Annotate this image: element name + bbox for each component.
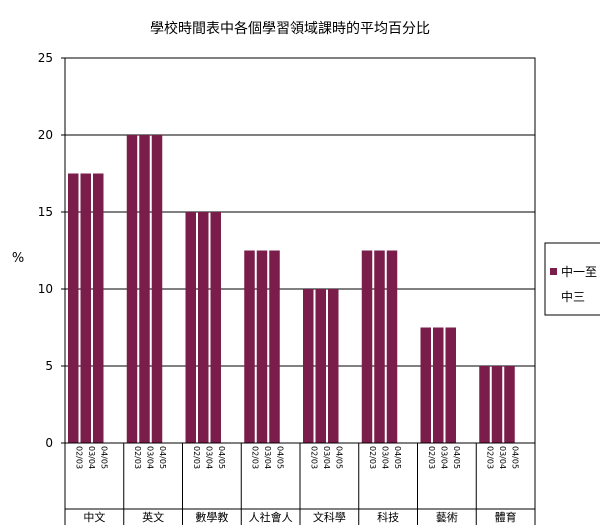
plot-area-border xyxy=(64,57,536,444)
x-tick-label-year: 03/04 xyxy=(204,446,213,469)
x-tick-label-year: 04/05 xyxy=(511,446,520,469)
bar xyxy=(303,289,314,443)
x-tick-label-year: 03/04 xyxy=(439,446,448,469)
x-category-label: 文科學 xyxy=(313,510,346,524)
x-tick-label-year: 03/04 xyxy=(322,446,331,469)
x-category-label: 中文 xyxy=(83,510,105,524)
bar xyxy=(445,327,456,443)
bar xyxy=(256,250,268,443)
bar xyxy=(504,366,515,443)
x-tick-label-year: 03/04 xyxy=(87,446,96,469)
x-category-label: 藝術 xyxy=(436,511,458,524)
x-tick-label-year: 03/04 xyxy=(146,446,155,469)
legend-entry-line2: 中三 xyxy=(561,289,585,304)
x-category-label: 英文 xyxy=(142,510,164,524)
x-tick-label-year: 04/05 xyxy=(452,446,461,469)
x-tick-label-year: 04/05 xyxy=(393,446,402,469)
x-tick-label-year: 04/05 xyxy=(99,446,108,469)
x-tick-label-year: 04/05 xyxy=(158,446,167,469)
x-tick-label-year: 02/03 xyxy=(368,446,377,469)
bar xyxy=(315,289,326,443)
x-category-label: 人社會人 xyxy=(249,510,293,524)
x-tick-label-year: 04/05 xyxy=(334,446,343,469)
bar xyxy=(420,327,431,443)
x-tick-label-year: 03/04 xyxy=(498,446,507,469)
bar xyxy=(198,212,209,443)
y-tick-label: 20 xyxy=(38,128,53,142)
y-axis-ticks: 0 5 10 15 20 25 xyxy=(38,51,65,450)
legend-swatch xyxy=(550,268,557,275)
x-category-label: 體育 xyxy=(495,510,517,524)
x-category-label: 科技 xyxy=(377,510,399,524)
y-tick-label: 15 xyxy=(38,205,53,219)
y-tick-label: 0 xyxy=(45,436,53,450)
legend: 中一至 中三 xyxy=(544,242,600,316)
y-axis-label: % xyxy=(12,251,24,266)
bar xyxy=(185,212,196,443)
bar xyxy=(210,212,221,443)
bar xyxy=(491,366,503,443)
y-tick-label: 25 xyxy=(38,51,53,65)
bar xyxy=(68,173,79,443)
chart-title: 學校時間表中各個學習領域課時的平均百分比 xyxy=(150,20,430,37)
bars xyxy=(68,135,515,443)
x-tick-label-year: 02/03 xyxy=(309,446,318,469)
bar xyxy=(93,173,104,443)
bar xyxy=(139,135,150,443)
bar xyxy=(126,135,138,443)
x-tick-label-year: 03/04 xyxy=(263,446,272,469)
x-tick-label-year: 03/04 xyxy=(381,446,390,469)
bar xyxy=(386,250,398,443)
x-tick-label-year: 02/03 xyxy=(74,446,83,469)
bar xyxy=(244,250,255,443)
bar xyxy=(374,250,385,443)
y-tick-label: 10 xyxy=(38,282,53,296)
bar xyxy=(151,135,163,443)
bar xyxy=(433,327,444,443)
bar xyxy=(80,173,91,443)
x-category-label: 數學教 xyxy=(195,511,228,524)
bar xyxy=(328,289,339,443)
legend-box xyxy=(544,242,600,316)
bar xyxy=(479,366,490,443)
legend-entry-line1: 中一至 xyxy=(561,264,597,279)
y-tick-label: 5 xyxy=(45,359,53,373)
x-tick-label-year: 02/03 xyxy=(133,446,142,469)
x-tick-label-year: 02/03 xyxy=(192,446,201,469)
x-tick-label-year: 02/03 xyxy=(251,446,260,469)
x-tick-label-year: 04/05 xyxy=(276,446,285,469)
x-tick-label-year: 02/03 xyxy=(427,446,436,469)
x-tick-label-year: 02/03 xyxy=(486,446,495,469)
bar xyxy=(269,250,280,443)
bar xyxy=(361,250,373,443)
x-tick-label-year: 04/05 xyxy=(217,446,226,469)
